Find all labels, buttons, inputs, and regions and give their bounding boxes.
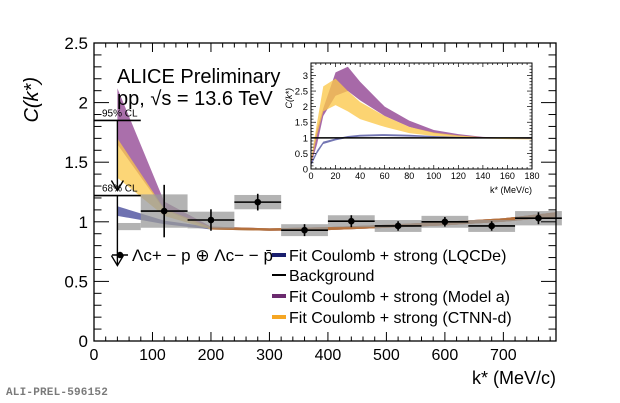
data-point <box>468 221 516 231</box>
legend-swatch-lqcde <box>272 253 286 257</box>
inset-x-axis-label: k* (MeV/c) <box>490 185 532 195</box>
point-marker <box>254 198 262 206</box>
inset-y-tick-label: 2 <box>303 102 308 113</box>
main-frame <box>93 42 557 342</box>
limit-label: 95% CL <box>102 108 138 119</box>
inset-x-tick-label: 80 <box>404 171 414 181</box>
point-marker <box>488 222 495 230</box>
limit-arrow-head <box>110 255 124 267</box>
figure-id: ALI-PREL-596152 <box>6 387 109 399</box>
inset-y-tick-label: 0 <box>303 165 308 176</box>
y-tick-label: 2 <box>79 94 88 113</box>
legend-item-model-a: Fit Coulomb + strong (Model a) <box>272 289 510 306</box>
point-marker <box>394 222 402 230</box>
data-point <box>515 212 562 225</box>
inset-x-tick-label: 0 <box>308 171 313 181</box>
legend: Λc+ − p ⊕ Λc− − p̄ Fit Coulomb + strong … <box>112 246 512 327</box>
inset-y-tick-label: 0.5 <box>295 149 308 160</box>
y-tick-label: 0 <box>79 332 88 351</box>
x-tick-label: 600 <box>432 347 459 364</box>
x-tick-label: 100 <box>139 347 166 364</box>
y-tick-label: 0.5 <box>64 272 88 291</box>
x-tick-label: 500 <box>373 347 400 364</box>
limit-arrow-head <box>110 180 124 192</box>
inset-plot: 0 20 40 60 80 100 120 140 160 180 0 0.5 1 1.5 2 2.5 3 k*… <box>284 62 540 195</box>
data-point <box>187 209 235 231</box>
legend-label-background: Background <box>289 268 374 285</box>
data-point <box>281 224 328 237</box>
y-axis-label: C(k*) <box>21 77 43 123</box>
legend-label-model-a: Fit Coulomb + strong (Model a) <box>289 289 510 306</box>
x-tick-label: 200 <box>198 347 225 364</box>
x-tick-label: 400 <box>315 347 342 364</box>
data-point <box>140 184 188 238</box>
inset-fit-band-0 <box>311 66 532 165</box>
inset-y-tick-label: 2.5 <box>295 87 308 98</box>
inset-x-tick-label: 180 <box>524 171 539 181</box>
data-point <box>374 221 422 231</box>
legend-swatch-ctnn-d <box>272 315 286 319</box>
inset-y-tick-label: 3 <box>303 71 308 82</box>
data-point <box>421 217 469 227</box>
x-axis-label: k* (MeV/c) <box>472 368 556 388</box>
point-marker <box>160 207 168 215</box>
point-marker <box>535 214 542 222</box>
syst-box-first-bin <box>117 222 141 231</box>
inset-fit-bands <box>311 66 532 166</box>
y-tick-label: 1.5 <box>64 153 88 172</box>
inset-x-tick-label: 140 <box>475 171 490 181</box>
legend-item-data: Λc+ − p ⊕ Λc− − p̄ <box>112 246 273 265</box>
chart-title: ALICE Preliminary <box>117 66 280 88</box>
inset-x-tick-label: 160 <box>500 171 515 181</box>
point-marker <box>301 226 308 234</box>
inset-x-tick-label: 120 <box>451 171 466 181</box>
x-tick-label: 0 <box>90 347 99 364</box>
point-marker <box>348 217 355 225</box>
inset-y-tick-label: 1.5 <box>295 118 308 129</box>
x-tick-label: 300 <box>256 347 283 364</box>
legend-label-data: Λc+ − p ⊕ Λc− − p̄ <box>132 246 273 265</box>
data-point <box>327 215 375 228</box>
limit-label: 68% CL <box>102 184 138 195</box>
y-tick-label: 2.5 <box>64 34 88 53</box>
legend-label-ctnn-d: Fit Coulomb + strong (CTNN-d) <box>289 310 512 327</box>
legend-swatch-background <box>272 274 286 276</box>
legend-item-ctnn-d: Fit Coulomb + strong (CTNN-d) <box>272 310 512 327</box>
inset-y-tick-label: 1 <box>303 133 308 144</box>
legend-marker-point <box>116 251 124 259</box>
chart-subtitle: pp, √s = 13.6 TeV <box>117 88 273 110</box>
inset-fit-band-1 <box>311 78 532 165</box>
data-point <box>234 193 282 211</box>
inset-x-tick-label: 20 <box>331 171 341 181</box>
inset-x-tick-label: 60 <box>380 171 390 181</box>
point-marker <box>441 218 449 226</box>
inset-x-tick-label: 40 <box>355 171 365 181</box>
y-tick-label: 1 <box>79 213 88 232</box>
point-marker <box>207 216 215 224</box>
legend-swatch-model-a <box>272 294 286 298</box>
inset-axes: 0 20 40 60 80 100 120 140 160 180 0 0.5 1 1.5 2 2.5 3 <box>295 62 540 181</box>
main-systematic-boxes <box>117 194 562 237</box>
inset-y-axis-label: C(k*) <box>284 88 294 109</box>
legend-item-background: Background <box>272 268 374 285</box>
legend-label-lqcde: Fit Coulomb + strong (LQCDe) <box>289 248 506 265</box>
inset-x-tick-label: 100 <box>426 171 441 181</box>
x-tick-label: 700 <box>490 347 517 364</box>
legend-item-lqcde: Fit Coulomb + strong (LQCDe) <box>272 248 506 265</box>
main-data-points <box>140 184 562 238</box>
main-limits: 95% CL 68% CL <box>94 108 141 267</box>
